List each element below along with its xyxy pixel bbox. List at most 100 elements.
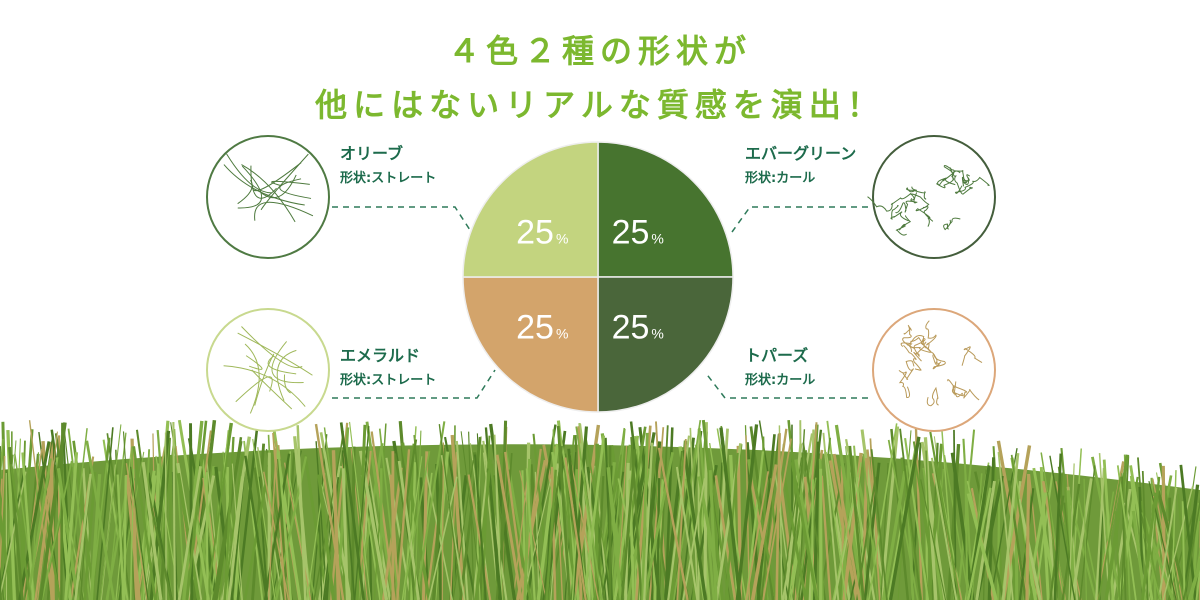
- grass-blade: [28, 420, 53, 600]
- grass-blade: [116, 474, 125, 600]
- grass-fiber: [223, 365, 306, 407]
- grass-blade: [96, 427, 114, 600]
- grass-blade: [920, 479, 947, 600]
- grass-blade: [1148, 481, 1177, 600]
- grass-blade: [1046, 491, 1061, 600]
- grass-fiber: [902, 360, 915, 381]
- grass-fiber: [925, 320, 937, 350]
- grass-blade: [487, 468, 503, 600]
- grass-blade: [428, 476, 458, 600]
- grass-blade: [60, 422, 64, 600]
- grass-blade: [1141, 470, 1149, 600]
- headline-line-1: ４色２種の形状が: [447, 32, 752, 70]
- grass-fiber: [252, 162, 302, 192]
- grass-blade: [354, 426, 370, 600]
- grass-blade: [753, 479, 777, 600]
- grass-blade: [519, 470, 547, 600]
- grass-blade: [656, 478, 661, 600]
- grass-blade: [432, 447, 445, 600]
- grass-blade: [575, 426, 603, 600]
- grass-fiber: [283, 374, 291, 394]
- grass-blade: [606, 467, 623, 600]
- pie-slice: [597, 141, 734, 278]
- grass-fiber: [937, 170, 961, 186]
- grass-fiber: [254, 353, 275, 406]
- grass-fiber: [952, 385, 980, 401]
- grass-blade: [313, 436, 344, 600]
- grass-blade: [620, 449, 637, 600]
- grass-blade: [862, 453, 879, 600]
- grass-blade: [1102, 459, 1115, 600]
- grass-blade: [648, 427, 665, 600]
- label-shape: 形状:カール: [745, 373, 816, 388]
- grass-blade: [132, 446, 157, 600]
- label-emerald: エメラルド 形状:ストレート: [340, 342, 436, 388]
- grass-blade: [523, 458, 532, 600]
- grass-blade: [987, 457, 996, 600]
- grass-fiber: [271, 341, 304, 384]
- grass-blade: [1083, 478, 1087, 600]
- grass-blade: [1140, 492, 1158, 600]
- grass-blade: [1026, 492, 1048, 600]
- grass-blade: [274, 456, 308, 600]
- grass-blade: [118, 478, 135, 600]
- grass-blade: [1001, 453, 1020, 600]
- grass-blade: [177, 466, 202, 600]
- grass-blade: [26, 458, 52, 600]
- grass-blade: [1095, 467, 1105, 600]
- headline-line-2: 他にはないリアルな質感を演出！: [315, 86, 885, 124]
- grass-blade: [409, 462, 417, 600]
- grass-blade: [868, 423, 898, 600]
- pie-slice: [462, 276, 599, 413]
- grass-blade: [1040, 452, 1066, 600]
- label-shape: 形状:ストレート: [340, 373, 437, 388]
- grass-blade: [1104, 454, 1130, 600]
- grass-blade: [306, 473, 326, 600]
- grass-fiber: [903, 345, 922, 371]
- grass-blade: [1028, 475, 1043, 600]
- grass-blade: [675, 466, 699, 600]
- label-name: エメラルド: [340, 346, 421, 365]
- grass-blade: [397, 460, 420, 600]
- grass-blade: [630, 436, 643, 600]
- grass-blade: [277, 451, 293, 600]
- grass-fiber: [943, 217, 961, 231]
- grass-blade: [115, 447, 132, 600]
- grass-blade: [1001, 445, 1032, 600]
- label-topaz: トパーズ 形状:カール: [745, 342, 815, 388]
- grass-blade: [440, 455, 466, 600]
- grass-blade: [642, 452, 674, 600]
- grass-blade: [925, 450, 933, 600]
- grass-blade: [0, 478, 3, 524]
- grass-blade: [317, 474, 336, 600]
- label-evergreen: エバーグリーン 形状:カール: [745, 140, 856, 186]
- grass-blade: [810, 479, 814, 600]
- grass-blade: [848, 445, 865, 600]
- dashed-connector: [704, 371, 868, 399]
- grass-blade: [708, 470, 718, 600]
- grass-blade: [589, 473, 592, 600]
- dashed-connector: [731, 206, 868, 233]
- grass-blade: [401, 450, 431, 600]
- grass-fiber: [237, 165, 263, 209]
- grass-fiber: [906, 186, 927, 200]
- grass-blade: [762, 438, 792, 600]
- grass-blade: [800, 429, 823, 600]
- grass-blade: [1032, 467, 1058, 600]
- grass-blade: [322, 477, 340, 600]
- grass-blade: [185, 420, 208, 600]
- grass-blade: [820, 475, 832, 600]
- grass-blade: [1097, 476, 1122, 600]
- pie-unit-label: %: [556, 230, 568, 246]
- grass-blade: [1187, 557, 1200, 600]
- grass-sample-circle: [872, 308, 996, 432]
- grass-fiber: [947, 379, 964, 398]
- grass-blade: [899, 428, 922, 600]
- grass-blade: [267, 441, 278, 600]
- grass-blade: [1162, 486, 1194, 600]
- grass-blade: [252, 438, 276, 600]
- grass-blade: [787, 462, 804, 600]
- grass-blade: [975, 480, 996, 600]
- grass-blade: [330, 422, 349, 600]
- grass-blade: [474, 459, 493, 600]
